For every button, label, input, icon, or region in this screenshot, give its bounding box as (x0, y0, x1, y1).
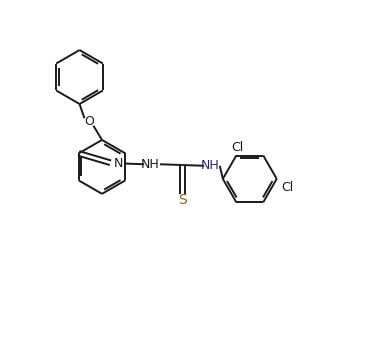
Text: NH: NH (141, 158, 160, 171)
Text: Cl: Cl (281, 180, 293, 194)
Text: Cl: Cl (231, 141, 244, 154)
Text: S: S (178, 193, 187, 207)
Text: O: O (84, 116, 94, 128)
Text: NH: NH (201, 159, 220, 172)
Text: N: N (114, 157, 124, 170)
